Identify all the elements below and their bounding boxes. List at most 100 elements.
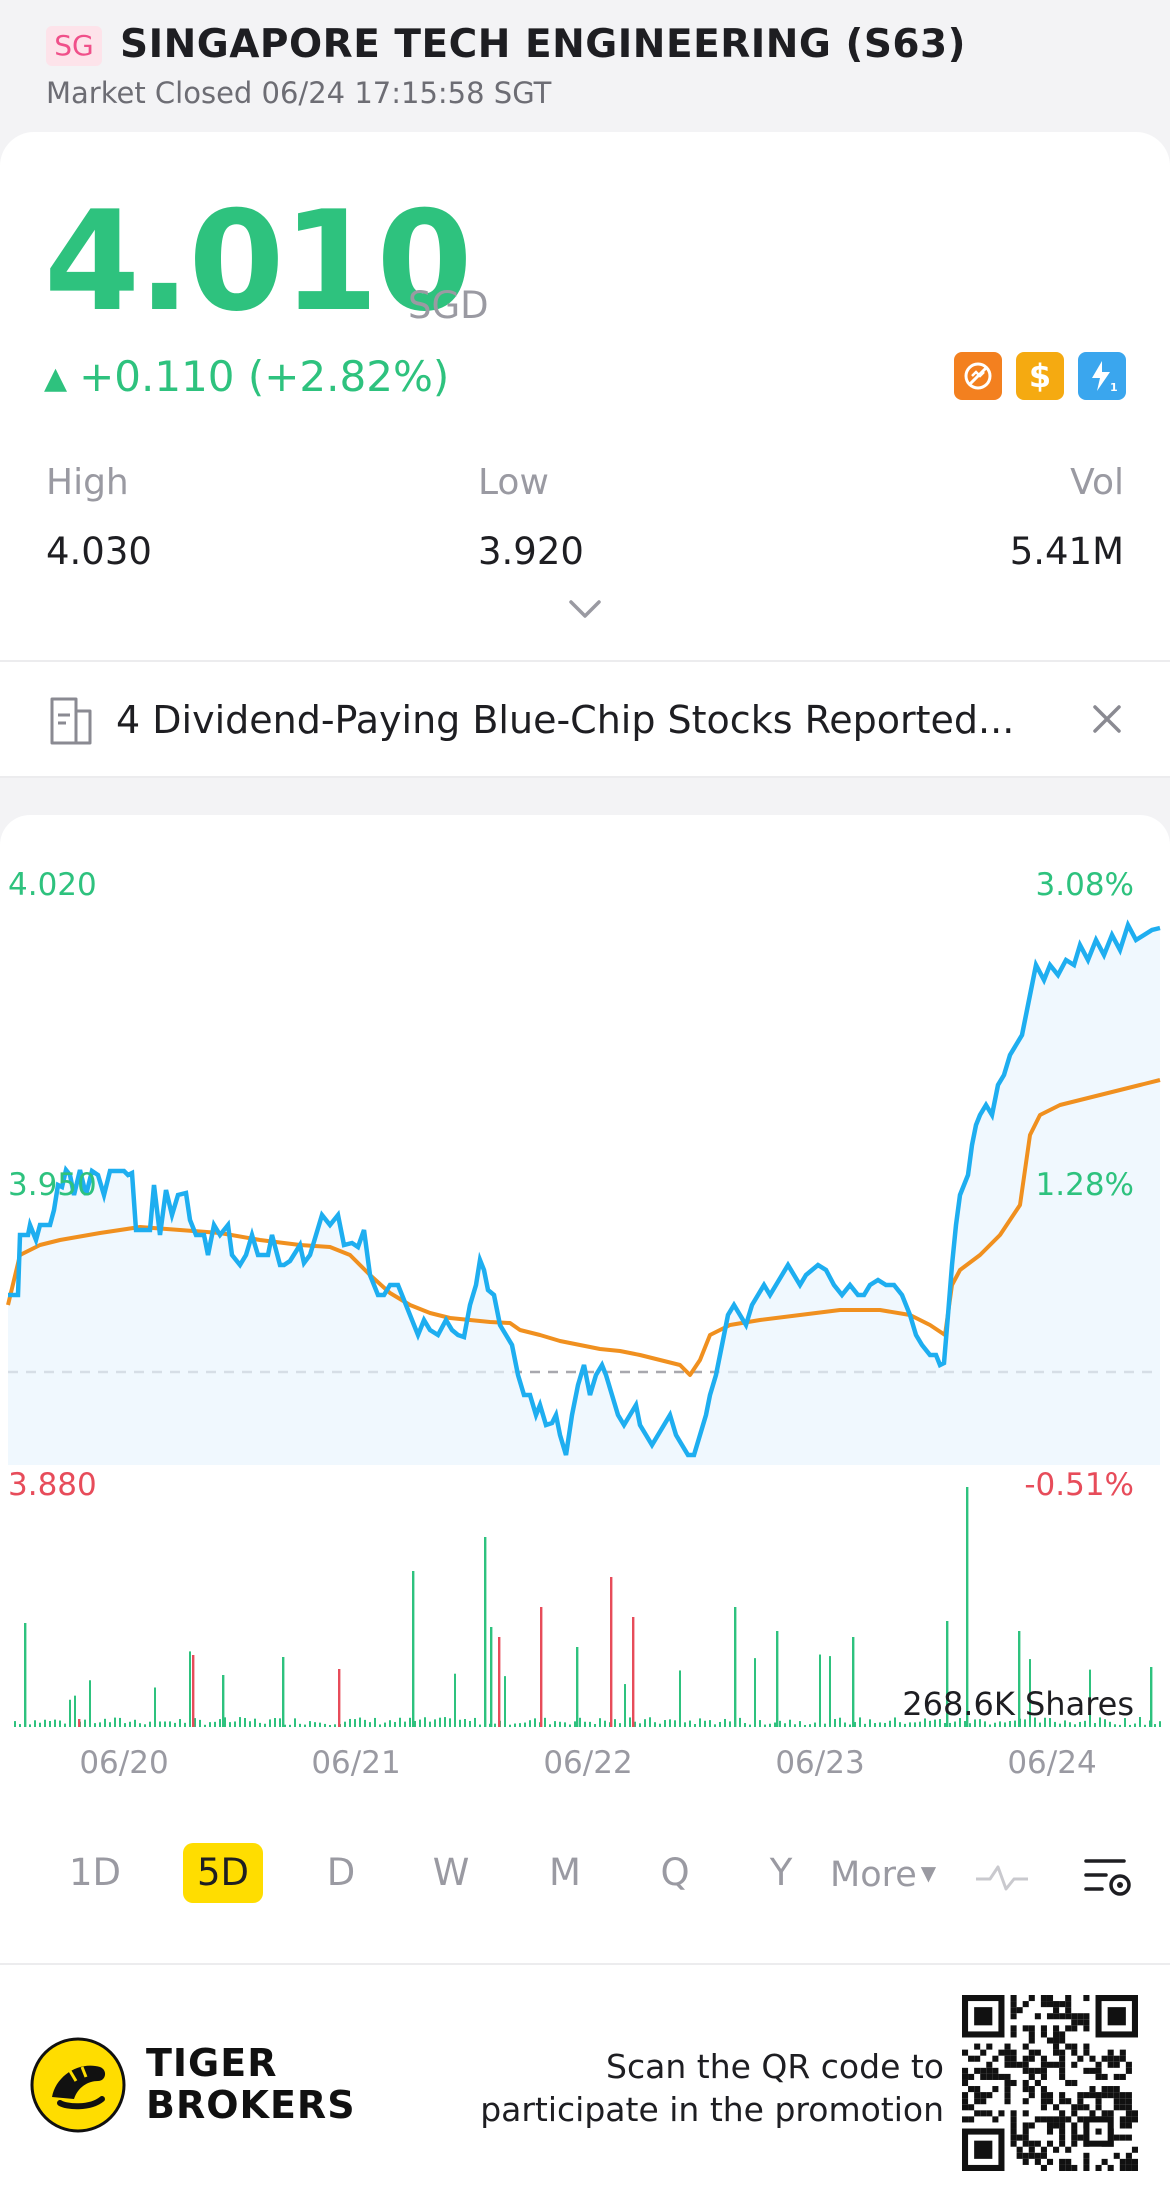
volume-bar [219,1719,221,1727]
volume-bar [209,1722,211,1727]
volume-bar [864,1723,866,1727]
volume-bar [1044,1717,1046,1727]
volume-bar [199,1719,201,1727]
tab-d[interactable]: D [326,1851,356,1894]
volume-bar [394,1721,396,1727]
volume-bar [344,1721,346,1727]
volume-bar [479,1724,481,1727]
y-axis-left-top: 4.020 [8,867,97,903]
caret-down-icon: ▼ [920,1861,937,1885]
volume-bar [259,1722,261,1727]
price-change-value: +0.110 (+2.82%) [79,352,450,401]
volume-bar [1094,1723,1096,1727]
volume-bar [549,1724,551,1727]
volume-bar [194,1718,196,1727]
volume-bar [774,1722,776,1727]
volume-bar [349,1718,351,1727]
vol-value: 5.41M [1009,530,1124,573]
volume-bar [498,1637,501,1727]
header: SG SINGAPORE TECH ENGINEERING (S63) Mark… [0,0,1170,132]
volume-bar [629,1717,631,1727]
volume-bar [814,1722,816,1727]
price-change: ▲ +0.110 (+2.82%) [44,352,449,401]
tab-5d[interactable]: 5D [183,1843,263,1903]
tab-m[interactable]: M [549,1851,581,1894]
volume-bar [714,1724,716,1727]
stock-title: SINGAPORE TECH ENGINEERING (S63) [120,22,967,67]
volume-bar [674,1720,676,1727]
qr-code[interactable] [962,1995,1138,2171]
vol-label: Vol [1070,462,1124,503]
volume-bar [749,1724,751,1727]
lightning-level1-icon[interactable]: 1 [1078,352,1126,400]
promo-text-line1: Scan the QR code to [606,2047,944,2086]
volume-bar [849,1724,851,1727]
news-banner[interactable]: 4 Dividend-Paying Blue-Chip Stocks Repor… [0,660,1170,778]
high-label: High [46,462,129,503]
volume-bar [34,1720,36,1727]
volume-bar [699,1718,701,1727]
volume-bar [109,1722,111,1727]
volume-bar [984,1721,986,1727]
volume-bar [14,1721,16,1727]
volume-bar [374,1717,376,1727]
volume-bar [454,1673,456,1727]
volume-bar [924,1718,926,1727]
volume-bar [944,1722,946,1727]
chevron-down-icon[interactable] [565,594,605,624]
news-headline[interactable]: 4 Dividend-Paying Blue-Chip Stocks Repor… [116,698,1015,742]
volume-bar [604,1720,606,1727]
volume-bar [869,1719,871,1727]
high-value: 4.030 [46,530,152,573]
indicator-line-icon[interactable] [974,1861,1030,1895]
volume-bar [469,1720,471,1727]
more-periods-dropdown[interactable]: More ▼ [830,1843,936,1905]
volume-bar [192,1655,195,1727]
low-label: Low [478,462,549,503]
volume-bar [1059,1723,1061,1727]
y-axis-right-top: 3.08% [1035,867,1134,903]
volume-bar [39,1722,41,1727]
volume-bar [784,1723,786,1727]
market-badge: SG [46,26,102,66]
volume-bar [1034,1717,1036,1727]
volume-bar [644,1719,646,1727]
volume-bar [704,1720,706,1727]
volume-bar [899,1722,901,1727]
volume-bar [264,1723,266,1727]
no-short-icon[interactable] [954,352,1002,400]
volume-bar [314,1722,316,1727]
volume-bar [824,1723,826,1727]
feature-icons: $ 1 [954,352,1126,400]
volume-bar [64,1723,66,1727]
volume-bar [89,1680,91,1727]
intraday-chart[interactable] [0,815,1170,1825]
volume-bar [309,1721,311,1727]
volume-bar [769,1723,771,1727]
volume-bar [359,1717,361,1727]
volume-bar [129,1721,131,1727]
dividend-dollar-icon[interactable]: $ [1016,352,1064,400]
volume-bar [524,1722,526,1727]
volume-bar [576,1647,579,1727]
volume-bar [464,1718,466,1727]
volume-bar [974,1719,976,1727]
volume-bar [594,1723,596,1727]
tab-w[interactable]: W [432,1851,470,1894]
volume-bar [78,1719,81,1727]
tab-q[interactable]: Q [660,1851,690,1894]
volume-bar [1029,1659,1031,1727]
market-status: Market Closed 06/24 17:15:58 SGT [46,76,552,110]
volume-bar [1129,1724,1131,1727]
volume-bar [369,1722,371,1727]
close-icon[interactable] [1090,702,1124,736]
volume-bar [579,1717,581,1727]
tab-1d[interactable]: 1D [68,1851,122,1894]
tab-y[interactable]: Y [769,1851,793,1894]
chart-settings-icon[interactable] [1084,1855,1134,1899]
chart-card: 4.020 3.950 3.880 3.08% 1.28% -0.51% 268… [0,815,1170,1963]
volume-bar [659,1723,661,1727]
volume-bar [729,1721,731,1727]
volume-bar [804,1724,806,1727]
volume-bar [334,1724,336,1727]
